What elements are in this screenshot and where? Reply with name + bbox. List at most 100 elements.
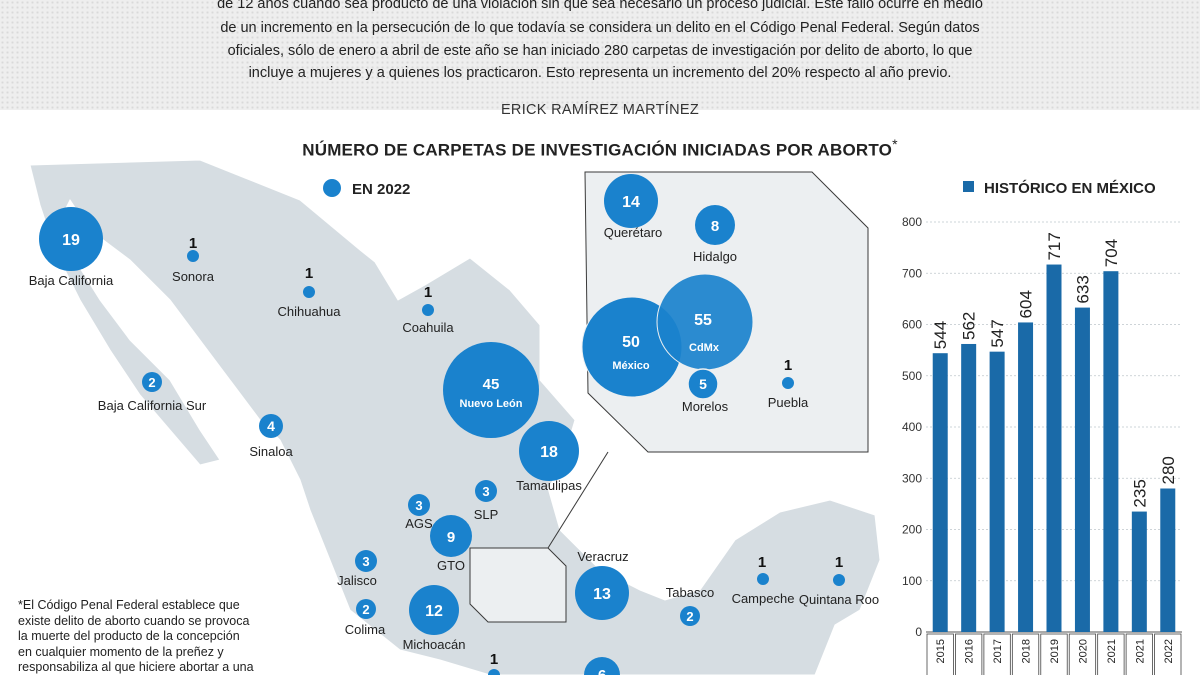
y-tick-label: 300 [902,471,922,485]
label: Puebla [768,395,809,410]
bubble [575,566,629,620]
legend-dot [323,179,341,197]
bubble [519,421,579,481]
value: 3 [415,498,422,513]
chart-legend-swatch [963,181,974,192]
x-tick-box [1097,633,1125,675]
label: Quintana Roo [799,592,879,607]
bar [1018,322,1034,632]
value: 4 [267,418,275,434]
state-puebla: 1 Puebla [768,357,809,410]
label: Hidalgo [693,249,737,264]
state-coahuila: 1 Coahuila [402,284,454,335]
bar [1103,271,1119,632]
bubble [757,573,769,585]
x-tick-box [1011,633,1040,675]
state-sinaloa: 4 Sinaloa [249,414,293,459]
bubble [833,574,845,586]
label: AGS [405,516,433,531]
footnote-line: en cualquier momento de la preñez y [18,644,224,659]
bar [1074,307,1090,632]
y-tick-label: 500 [902,369,922,383]
state-colima: 2 Colima [345,599,386,637]
map-title: NÚMERO DE CARPETAS DE INVESTIGACIÓN INIC… [0,136,1200,161]
x-tick-label: 2021 [1106,639,1118,663]
state-slp: 3 SLP [474,480,499,522]
bar-value-label: 544 [931,321,950,349]
chart-x-ticks: 2015 2016 2017 2018 2019 2020 2021 2021 2022 [926,633,1182,675]
value: 1 [835,554,843,571]
y-tick-label: 400 [902,420,922,434]
bubble [687,368,719,400]
label: Tamaulipas [516,478,582,493]
value: 1 [424,284,432,301]
label: Chihuahua [278,304,342,319]
bubble [488,669,500,675]
legend-label: EN 2022 [352,181,410,198]
bubble [680,606,700,626]
value: 2 [148,375,155,390]
state-baja-california-sur: 2 Baja California Sur [98,372,207,413]
value: 3 [362,554,369,569]
label: SLP [474,507,499,522]
state-partial-guerrero: 1 [488,651,500,675]
bubble [142,372,162,392]
bubble [604,174,658,228]
label: Veracruz [577,549,628,564]
label: Campeche [732,591,795,606]
bubble [422,304,434,316]
bar [1160,488,1176,632]
state-queretaro: 14 Querétaro [604,174,662,240]
bar [989,351,1005,632]
y-tick-label: 600 [902,318,922,332]
label: México [612,360,650,372]
intro-line: de 12 años cuando sea producto de una vi… [217,0,983,12]
bar-value-label: 717 [1045,232,1064,260]
value: 45 [483,376,500,393]
state-morelos: 5 Morelos [682,368,729,414]
value: 14 [622,194,640,211]
state-partial-oaxaca: 6 [584,657,620,675]
value: 1 [758,554,766,571]
x-tick-label: 2015 [935,639,947,663]
bar-value-label: 562 [960,312,979,340]
footnote-line: la muerte del producto de la concepción [18,629,240,643]
chart-bars: 544 562 547 604 717 633 704 235 280 [931,232,1178,632]
y-tick-label: 700 [902,266,922,280]
x-tick-label: 2022 [1163,639,1175,663]
x-tick-box [983,633,1011,675]
bubble [443,342,539,438]
x-tick-label: 2021 [1134,639,1146,663]
bubble [409,585,459,635]
value: 18 [540,444,558,461]
label: Baja California Sur [98,398,207,413]
x-tick-box [1125,633,1153,675]
state-veracruz: 13 Veracruz [575,549,629,620]
state-baja-california: 19 Baja California [29,207,114,288]
state-gto: 9 GTO [430,515,472,573]
state-ags: 3 AGS [405,494,433,531]
state-nuevo-leon: 45 Nuevo León [443,342,539,438]
bubble [584,657,620,675]
state-cdmx: 55 CdMx [656,273,754,371]
intro-line: oficiales, sólo de enero a abril de este… [227,43,973,59]
state-michoacan: 12 Michoacán [403,585,465,652]
y-tick-label: 100 [902,574,922,588]
value: 5 [699,376,707,392]
map-title-mark: * [892,136,898,152]
bubble [39,207,103,271]
bar [961,343,977,632]
x-tick-label: 2016 [964,639,976,663]
x-tick-box [1068,633,1097,675]
label: Jalisco [337,573,377,588]
label: Coahuila [402,320,454,335]
value: 6 [598,667,606,675]
label: Tabasco [666,585,714,600]
label: Morelos [682,399,729,414]
x-tick-label: 2018 [1021,639,1033,663]
state-tamaulipas: 18 Tamaulipas [516,421,582,493]
intro-line: incluye a mujeres y a quienes los practi… [248,65,952,81]
intro-line: de un incremento en la persecución de lo… [220,20,980,36]
footnote-line: existe delito de aborto cuando se provoc… [18,613,250,628]
value: 1 [490,651,498,668]
